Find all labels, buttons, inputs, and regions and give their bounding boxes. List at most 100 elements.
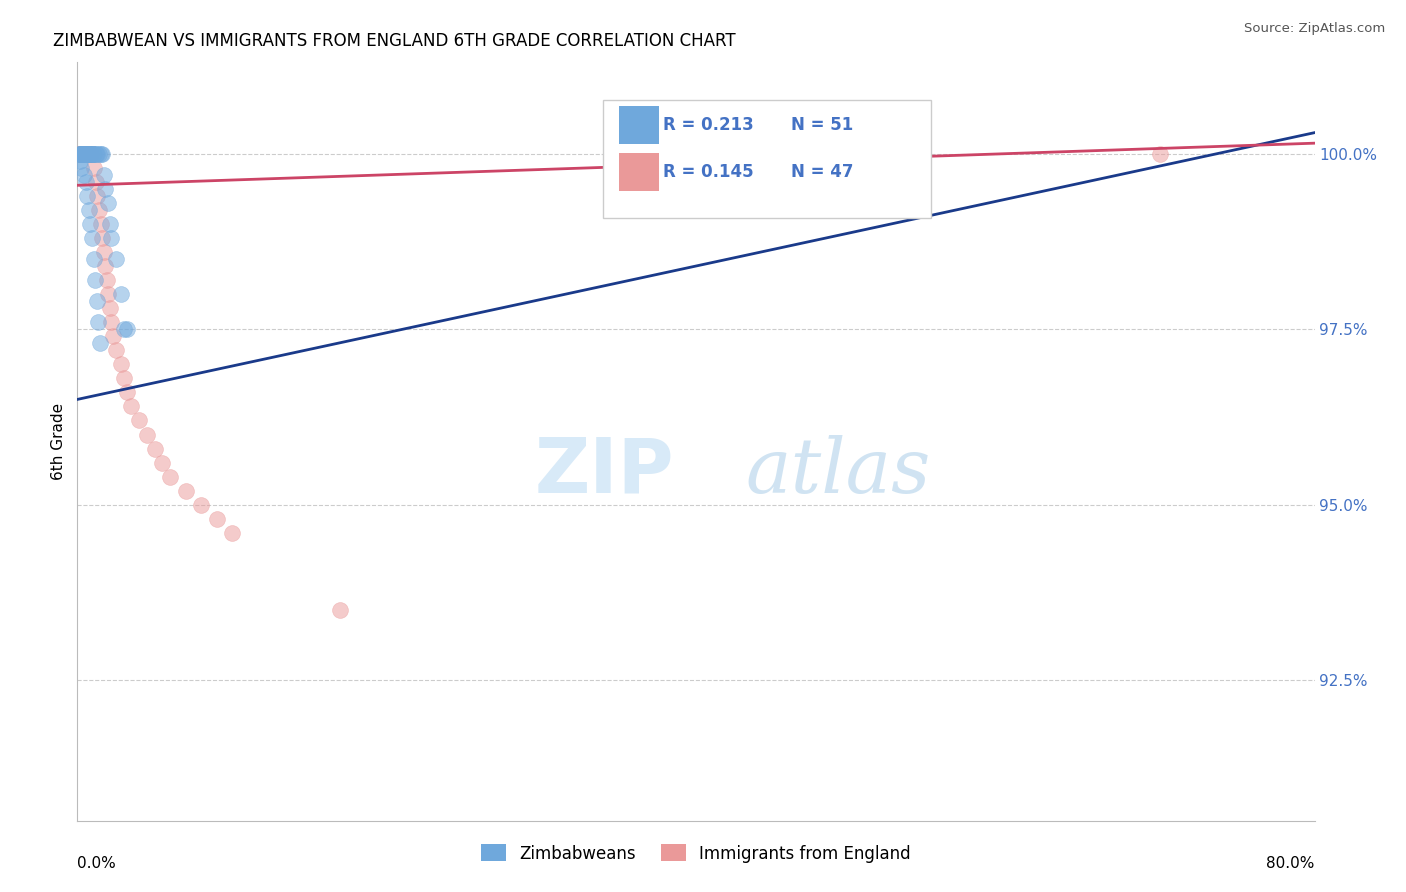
Point xyxy=(76,146,98,161)
Point xyxy=(86,294,108,309)
FancyBboxPatch shape xyxy=(619,106,659,145)
Point xyxy=(86,189,108,203)
Point xyxy=(329,603,352,617)
Point xyxy=(73,168,96,182)
Point xyxy=(128,413,150,427)
Y-axis label: 6th Grade: 6th Grade xyxy=(51,403,66,480)
Text: ZIP: ZIP xyxy=(536,435,675,508)
Point xyxy=(75,146,96,161)
Point xyxy=(174,483,197,498)
Point xyxy=(221,525,243,540)
Point xyxy=(98,301,121,315)
Point xyxy=(77,146,100,161)
Point xyxy=(69,146,91,161)
Point xyxy=(76,146,98,161)
Point xyxy=(136,427,159,442)
Point xyxy=(83,252,105,266)
Point xyxy=(77,202,100,217)
Point xyxy=(70,146,93,161)
Point xyxy=(1149,146,1171,161)
Point xyxy=(79,217,101,231)
Point xyxy=(152,456,174,470)
Point xyxy=(84,146,107,161)
Point xyxy=(76,146,98,161)
Point xyxy=(105,252,127,266)
Point xyxy=(87,202,110,217)
Text: Source: ZipAtlas.com: Source: ZipAtlas.com xyxy=(1244,22,1385,36)
Point xyxy=(77,146,100,161)
Text: 80.0%: 80.0% xyxy=(1267,855,1315,871)
Point xyxy=(90,217,111,231)
Point xyxy=(143,442,166,456)
Point xyxy=(79,146,101,161)
Point xyxy=(87,146,110,161)
Point xyxy=(94,259,117,273)
Legend: Zimbabweans, Immigrants from England: Zimbabweans, Immigrants from England xyxy=(474,838,918,869)
Point xyxy=(72,146,94,161)
Point xyxy=(76,146,98,161)
Point xyxy=(75,146,96,161)
Point xyxy=(91,231,114,245)
Text: R = 0.145: R = 0.145 xyxy=(662,163,754,181)
Point xyxy=(80,146,103,161)
Point xyxy=(110,287,132,301)
Point xyxy=(72,146,94,161)
Point xyxy=(89,336,111,351)
Point xyxy=(75,146,96,161)
Point xyxy=(80,231,103,245)
FancyBboxPatch shape xyxy=(619,153,659,191)
Point xyxy=(69,146,91,161)
Point xyxy=(72,146,94,161)
Point xyxy=(112,322,135,336)
Point xyxy=(70,146,93,161)
Point xyxy=(67,146,90,161)
Point xyxy=(75,175,97,189)
FancyBboxPatch shape xyxy=(603,100,931,218)
Point xyxy=(115,385,138,400)
Point xyxy=(93,245,115,260)
Point xyxy=(94,182,117,196)
Point xyxy=(75,146,96,161)
Point xyxy=(121,400,143,414)
Point xyxy=(90,146,111,161)
Point xyxy=(69,153,91,168)
Point xyxy=(70,146,93,161)
Point xyxy=(93,168,115,182)
Point xyxy=(87,315,110,329)
Point xyxy=(80,146,103,161)
Point xyxy=(115,322,138,336)
Point xyxy=(70,161,93,175)
Point xyxy=(83,146,105,161)
Point xyxy=(190,498,212,512)
Point xyxy=(110,357,132,371)
Point xyxy=(70,146,93,161)
Point xyxy=(91,146,114,161)
Point xyxy=(70,146,93,161)
Point xyxy=(69,146,91,161)
Point xyxy=(72,146,94,161)
Point xyxy=(101,329,124,343)
Point xyxy=(100,231,122,245)
Point xyxy=(100,315,122,329)
Point xyxy=(82,146,104,161)
Point xyxy=(79,146,101,161)
Point xyxy=(98,217,121,231)
Point xyxy=(112,371,135,385)
Point xyxy=(69,146,91,161)
Point xyxy=(82,146,104,161)
Point xyxy=(72,146,94,161)
Point xyxy=(77,146,100,161)
Point xyxy=(205,512,228,526)
Text: atlas: atlas xyxy=(745,435,931,508)
Text: R = 0.213: R = 0.213 xyxy=(662,116,754,135)
Text: N = 51: N = 51 xyxy=(792,116,853,135)
Point xyxy=(73,146,96,161)
Point xyxy=(105,343,127,358)
Text: ZIMBABWEAN VS IMMIGRANTS FROM ENGLAND 6TH GRADE CORRELATION CHART: ZIMBABWEAN VS IMMIGRANTS FROM ENGLAND 6T… xyxy=(52,32,735,50)
Point xyxy=(84,273,107,287)
Text: N = 47: N = 47 xyxy=(792,163,853,181)
Text: 0.0%: 0.0% xyxy=(77,855,117,871)
Point xyxy=(77,146,100,161)
Point xyxy=(96,273,118,287)
Point xyxy=(82,146,104,161)
